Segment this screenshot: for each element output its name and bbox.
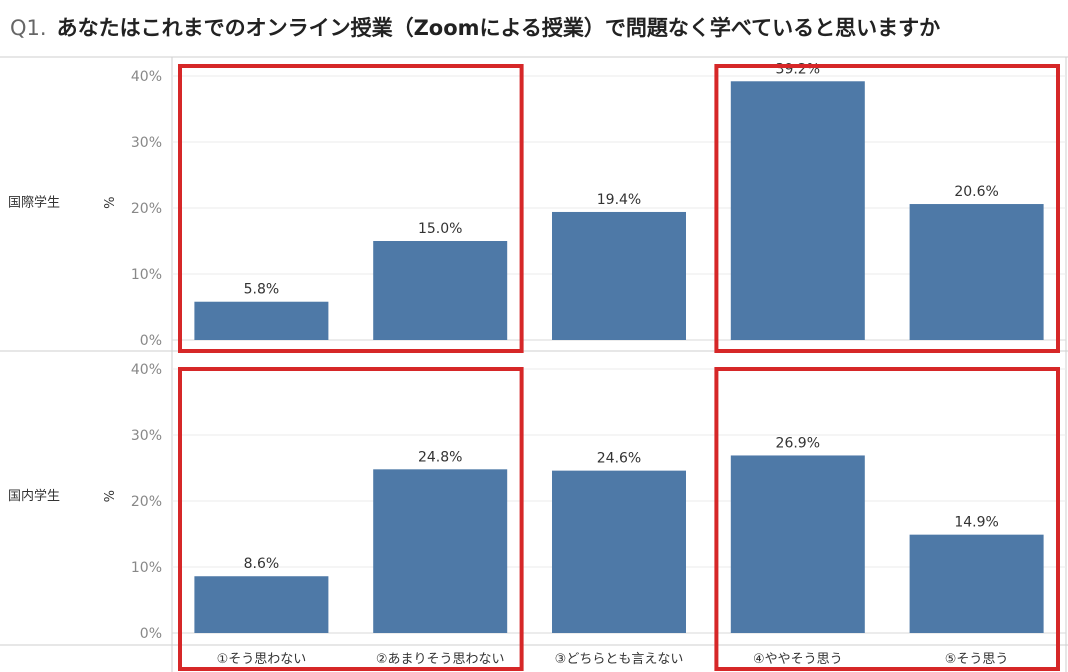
bar (552, 211, 686, 340)
highlight-box (178, 64, 524, 353)
bar (194, 576, 329, 633)
bar-value-label: 39.2% (776, 61, 820, 77)
y-tick-label: 30% (131, 428, 162, 444)
bar (730, 81, 865, 340)
x-category-label: ⑤そう思う (945, 652, 1009, 667)
y-tick-label: 0% (140, 333, 162, 349)
x-category-label: ③どちらとも言えない (555, 652, 684, 667)
y-tick-label: 10% (131, 560, 162, 576)
row-header: 国際学生 (8, 195, 60, 211)
bar (909, 534, 1044, 633)
bar-value-label: 14.9% (954, 515, 998, 531)
bar (373, 241, 508, 340)
bar (730, 455, 865, 633)
y-tick-label: 40% (131, 362, 162, 378)
bar-layer (194, 81, 1044, 633)
bar-value-label: 24.6% (597, 451, 641, 467)
y-axis-title: % (100, 490, 115, 502)
bar-value-label: 8.6% (244, 556, 280, 572)
highlight-box (178, 367, 524, 671)
bar-value-label: 20.6% (954, 184, 998, 200)
bar-value-label: 15.0% (418, 221, 462, 237)
bar (909, 204, 1044, 340)
y-tick-label: 10% (131, 267, 162, 283)
y-axis-title: % (100, 197, 115, 209)
bar-value-label: 19.4% (597, 192, 641, 208)
bar (552, 470, 686, 633)
row-header: 国内学生 (8, 488, 60, 504)
y-tick-label: 30% (131, 135, 162, 151)
question-text: あなたはこれまでのオンライン授業（Zoomによる授業）で問題なく学べていると思い… (56, 16, 941, 40)
bar-value-label: 5.8% (244, 282, 280, 298)
bar (373, 469, 508, 633)
label-layer: 0% 10% 20% 30% 40% 国際学生 % 5.8% 15.0% 19.4% 39.2% 20… (8, 61, 1008, 667)
bar-value-label: 24.8% (418, 449, 462, 465)
y-tick-label: 40% (131, 69, 162, 85)
chart-title: Q1. あなたはこれまでのオンライン授業（Zoomによる授業）で問題なく学べている… (10, 12, 940, 42)
highlight-box (714, 367, 1061, 671)
highlight-box (714, 64, 1061, 353)
question-number: Q1. (10, 16, 47, 40)
bar (194, 301, 329, 340)
bar-value-label: 26.9% (776, 435, 820, 451)
x-category-label: ②あまりそう思わない (376, 652, 505, 667)
y-tick-label: 0% (140, 626, 162, 642)
x-category-label: ④ややそう思う (753, 652, 843, 667)
highlight-layer (178, 64, 1061, 671)
y-tick-label: 20% (131, 494, 162, 510)
x-category-label: ①そう思わない (217, 652, 307, 667)
y-tick-label: 20% (131, 201, 162, 217)
